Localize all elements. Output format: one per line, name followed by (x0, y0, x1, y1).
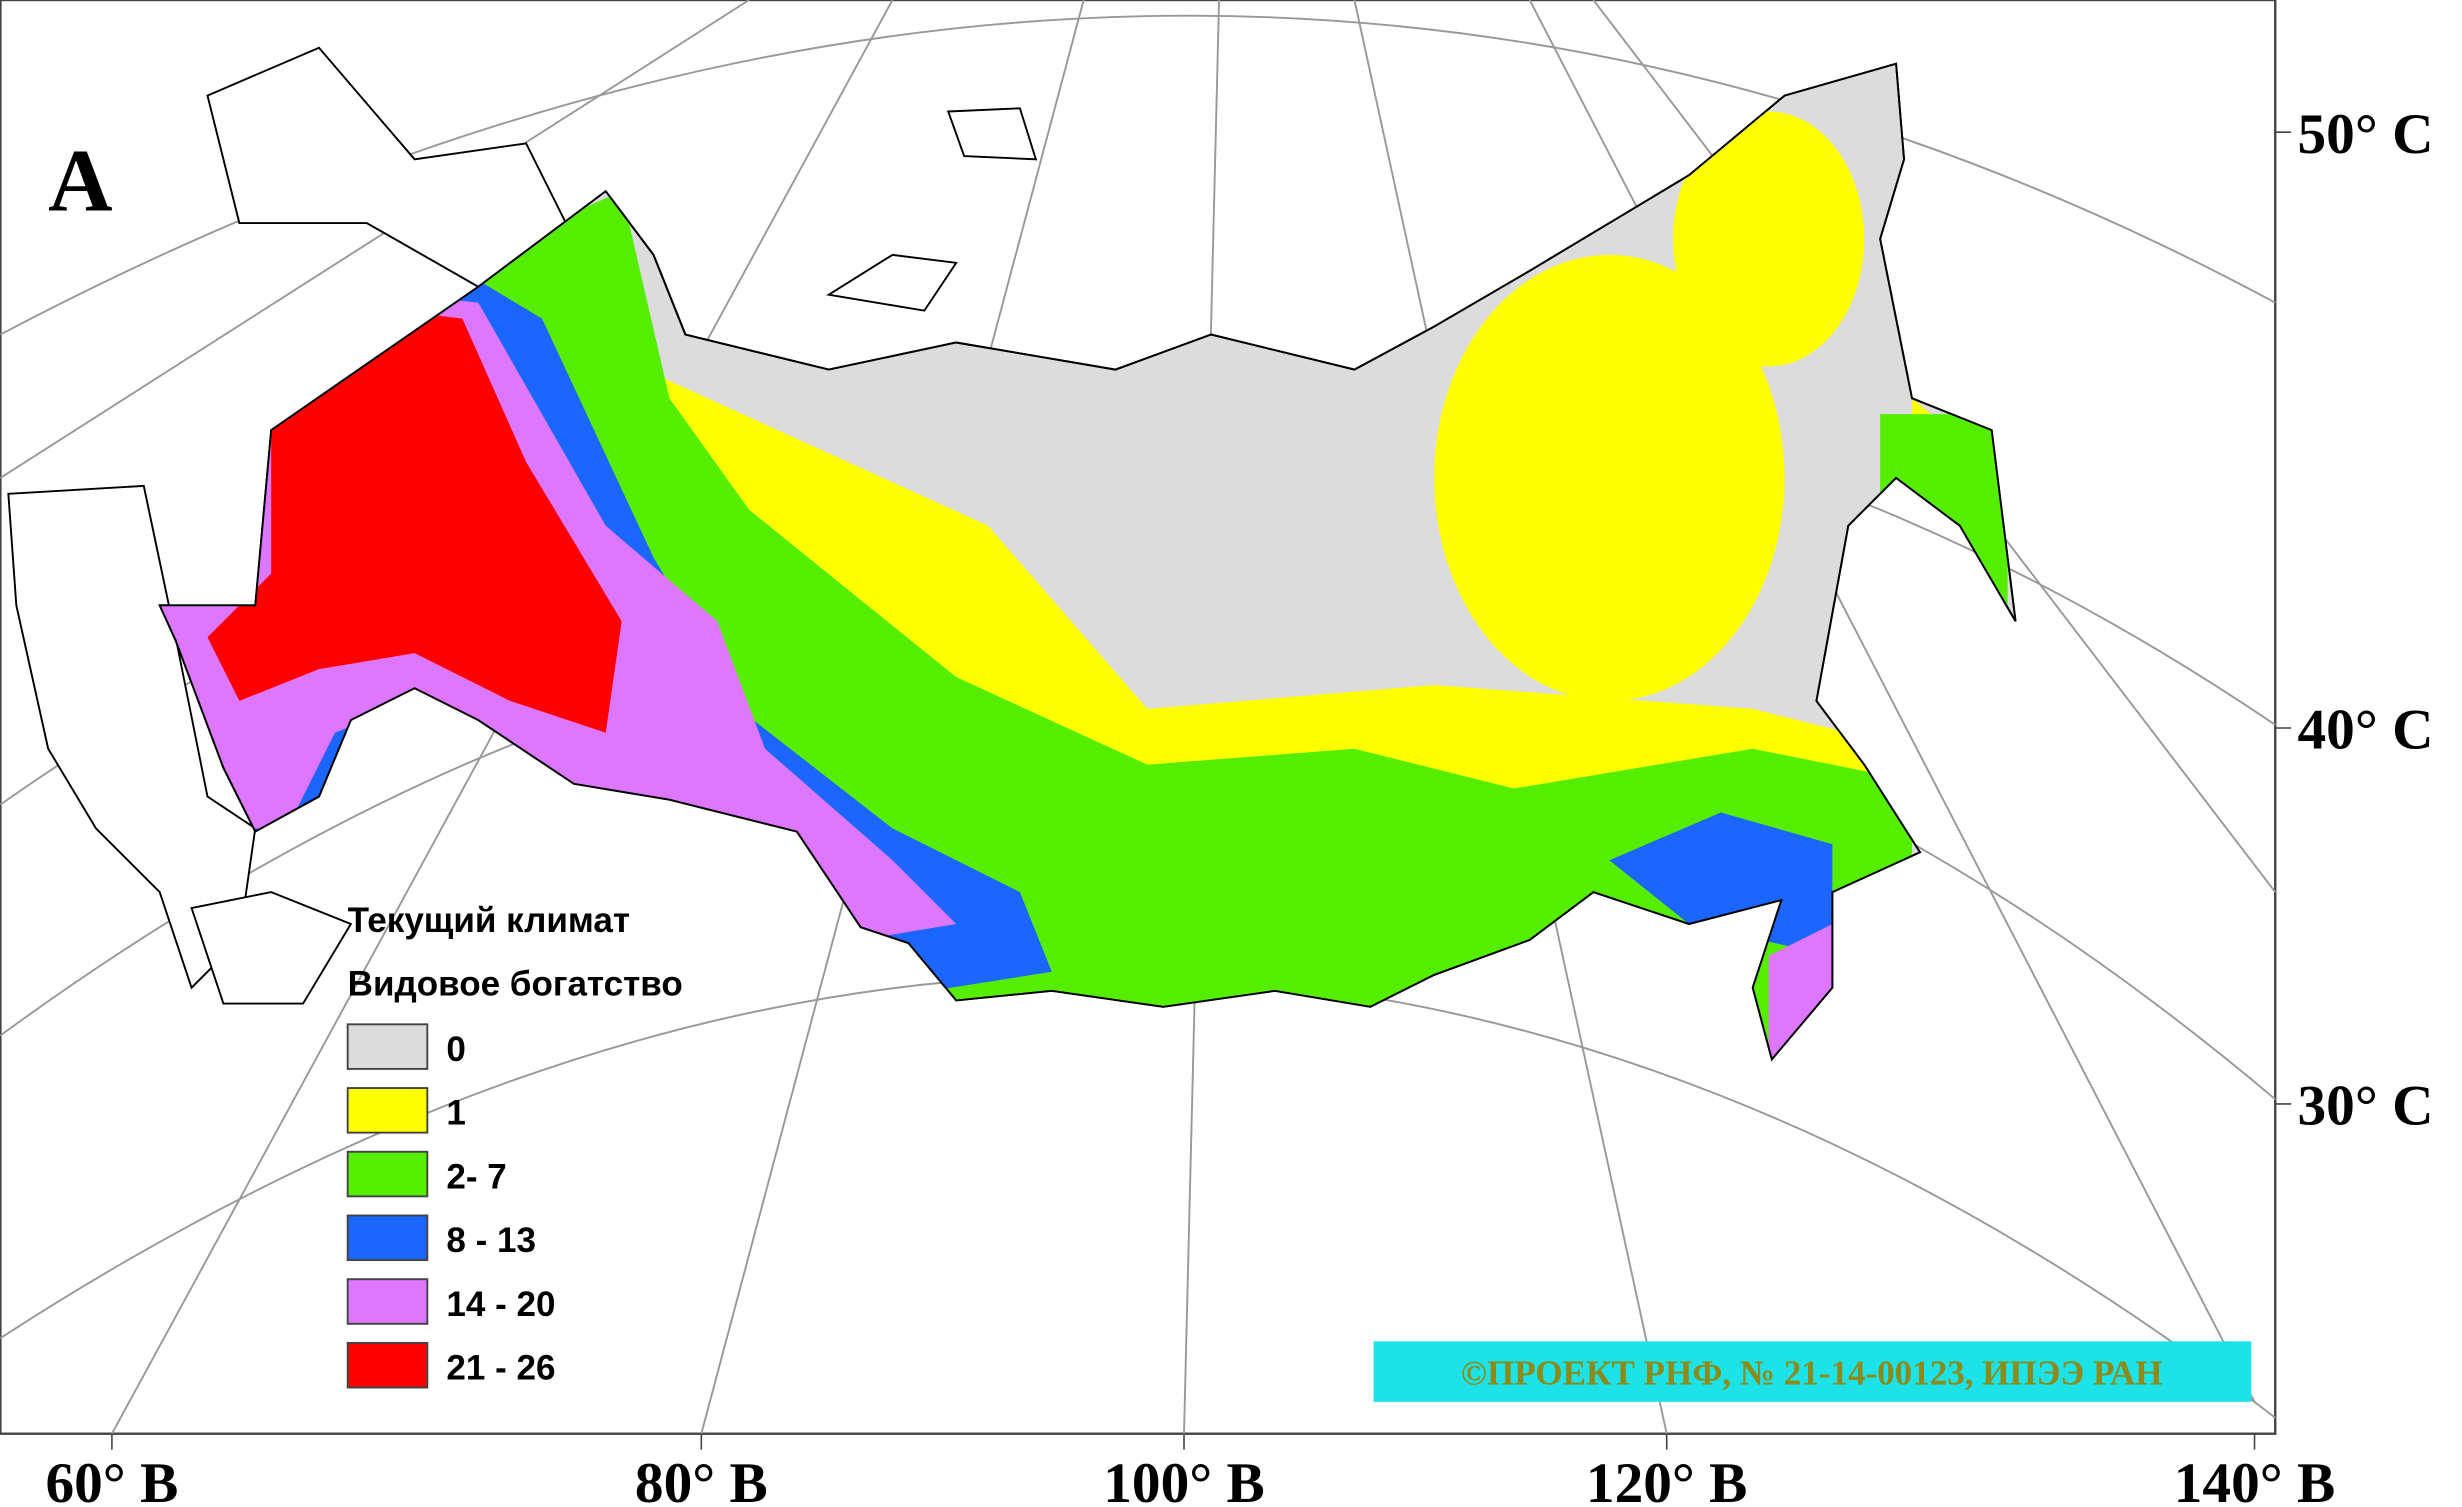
legend-label: 2- 7 (446, 1157, 506, 1196)
latitude-label: 40° С (2298, 699, 2434, 762)
latitude-label: 50° С (2298, 103, 2434, 166)
generated: 0 1 2- 7 8 - 13 14 - 20 21 - 26 60° В 80° В 100°… (45, 103, 2433, 1507)
credit: ©ПРОЕКТ РНФ, № 21-14-00123, ИПЭЭ РАН (1461, 1353, 2163, 1392)
legend-swatch (346, 1023, 429, 1070)
legend-swatch (346, 1150, 429, 1198)
latitude-label: 30° С (2298, 1075, 2434, 1138)
legend-subtitle: Видовое богатство (348, 965, 683, 1004)
legend-label: 1 (446, 1094, 465, 1133)
legend-swatch (346, 1214, 429, 1262)
panel-label: A (48, 132, 112, 230)
longitude-label: 100° В (1103, 1452, 1265, 1507)
legend-label: 21 - 26 (446, 1349, 555, 1388)
longitude-label: 120° В (1586, 1452, 1748, 1507)
longitude-label: 60° В (45, 1452, 178, 1507)
legend-label: 8 - 13 (446, 1221, 536, 1260)
legend-title: Текущий климат (348, 901, 630, 940)
legend-label: 0 (446, 1030, 465, 1069)
legend-swatch (346, 1278, 429, 1325)
legend-swatch (346, 1341, 429, 1389)
longitude-label: 80° В (635, 1452, 768, 1507)
legend-swatch (346, 1087, 429, 1134)
credit-box (1373, 1341, 2252, 1402)
neighbour-land (7, 46, 1038, 1005)
legend-label: 14 - 20 (446, 1285, 555, 1324)
longitude-label: 140° В (2174, 1452, 2336, 1507)
